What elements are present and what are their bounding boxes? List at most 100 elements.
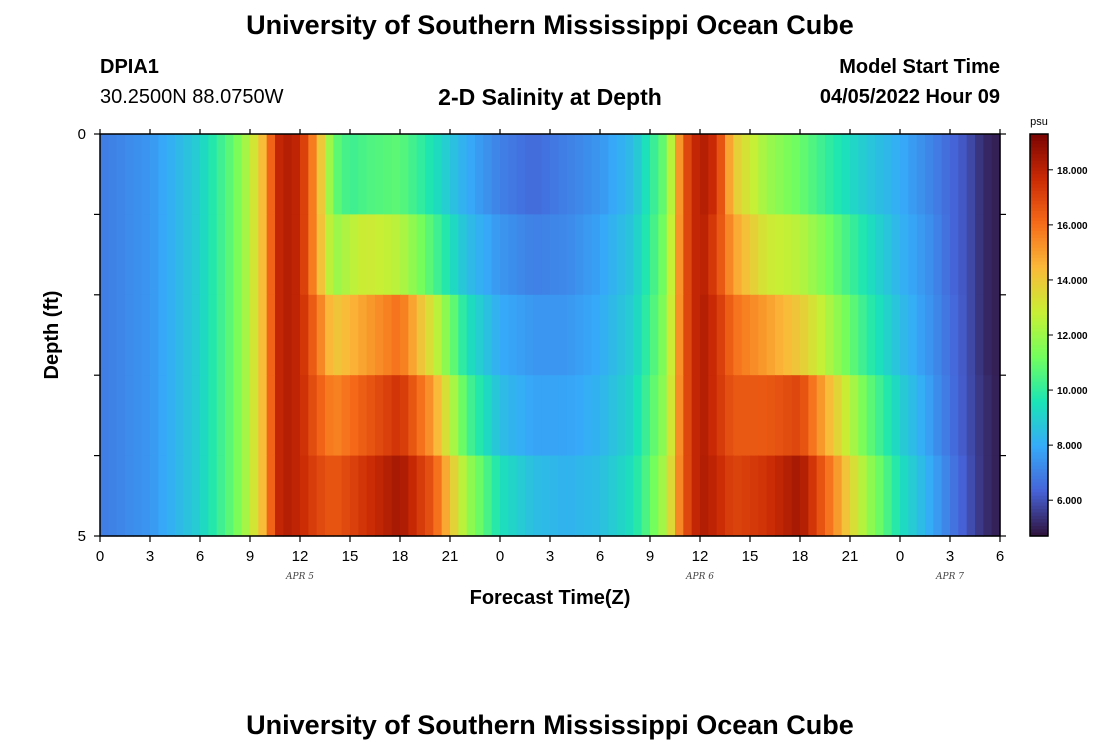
heatmap-cell <box>800 375 809 457</box>
heatmap-cell <box>691 214 701 296</box>
colorbar-segment <box>1030 388 1048 393</box>
heatmap-cell <box>916 134 926 215</box>
heatmap-cell <box>708 134 718 215</box>
colorbar-segment <box>1030 458 1048 463</box>
heatmap-cell <box>866 214 876 296</box>
heatmap-cell <box>166 134 176 215</box>
heatmap-cell <box>125 134 134 215</box>
heatmap-cell <box>466 455 476 537</box>
heatmap-cell <box>275 134 284 215</box>
colorbar-segment <box>1030 201 1048 205</box>
colorbar-unit: psu <box>1030 116 1048 128</box>
colorbar-segment <box>1030 378 1048 383</box>
heatmap-cell <box>866 134 876 215</box>
heatmap-cell <box>525 375 534 457</box>
colorbar-segment <box>1030 505 1048 510</box>
heatmap-cell <box>475 375 484 457</box>
heatmap-cell <box>700 134 709 215</box>
heatmap-cell <box>233 375 243 457</box>
colorbar-segment <box>1030 284 1048 289</box>
heatmap-cell <box>483 455 493 537</box>
colorbar-segment <box>1030 365 1048 370</box>
heatmap-cell <box>791 455 801 537</box>
heatmap-cell <box>533 455 543 537</box>
heatmap-cell <box>408 294 418 376</box>
heatmap-cell <box>141 455 151 537</box>
heatmap-cell <box>391 455 401 537</box>
heatmap-cell <box>433 294 443 376</box>
heatmap-cell <box>225 455 234 537</box>
heatmap-cell <box>775 294 784 376</box>
heatmap-cell <box>291 294 301 376</box>
heatmap-cell <box>958 375 968 457</box>
heatmap-cell <box>508 134 518 215</box>
heatmap-cell <box>708 214 718 296</box>
model-start-label: Model Start Time <box>839 56 1000 78</box>
heatmap-cell <box>925 134 934 215</box>
heatmap-cell <box>558 214 568 296</box>
heatmap-cell <box>633 455 643 537</box>
colorbar-segment <box>1030 345 1048 349</box>
heatmap-cell <box>216 214 226 296</box>
x-tick-label: 12 <box>292 548 309 565</box>
heatmap-cell <box>991 455 1001 537</box>
heatmap-cell <box>516 375 526 457</box>
heatmap-cell <box>300 455 309 537</box>
colorbar-segment <box>1030 281 1048 286</box>
heatmap-cell <box>875 375 884 457</box>
colorbar-segment <box>1030 251 1048 256</box>
colorbar-segment <box>1030 207 1048 212</box>
heatmap-cell <box>175 375 184 457</box>
heatmap-cell <box>225 134 234 215</box>
heatmap-cell <box>475 214 484 296</box>
colorbar-segment <box>1030 164 1048 169</box>
heatmap-cell <box>508 214 518 296</box>
colorbar-segment <box>1030 442 1048 447</box>
colorbar-segment <box>1030 509 1048 514</box>
heatmap-cell <box>833 294 843 376</box>
heatmap-cell <box>633 134 643 215</box>
heatmap-cell <box>741 455 751 537</box>
heatmap-cell <box>966 294 976 376</box>
heatmap-cell <box>166 375 176 457</box>
heatmap-cell <box>816 294 826 376</box>
heatmap-cell <box>366 455 376 537</box>
x-tick-label: 15 <box>742 548 759 565</box>
heatmap-cell <box>125 375 134 457</box>
heatmap-cell <box>683 455 693 537</box>
heatmap-cell <box>158 214 168 296</box>
heatmap-cell <box>766 134 776 215</box>
heatmap-cell <box>983 455 993 537</box>
heatmap-cell <box>400 214 409 296</box>
heatmap-cell <box>908 375 918 457</box>
heatmap-cell <box>766 455 776 537</box>
heatmap-cell <box>416 134 426 215</box>
heatmap-cell <box>541 294 551 376</box>
heatmap-cell <box>208 134 218 215</box>
colorbar-segment <box>1030 519 1048 524</box>
heatmap-cell <box>733 455 743 537</box>
colorbar-segment <box>1030 402 1048 406</box>
heatmap-cell <box>383 134 393 215</box>
colorbar-segment <box>1030 532 1048 537</box>
heatmap-cell <box>100 294 109 376</box>
heatmap-cell <box>316 375 326 457</box>
heatmap-cell <box>941 455 951 537</box>
heatmap-cell <box>533 294 543 376</box>
heatmap-cell <box>775 214 784 296</box>
heatmap-cell <box>725 455 734 537</box>
heatmap-cell <box>325 375 334 457</box>
heatmap-cell <box>275 455 284 537</box>
heatmap-cell <box>275 214 284 296</box>
colorbar-segment <box>1030 304 1048 309</box>
heatmap-cell <box>216 455 226 537</box>
heatmap-cell <box>266 455 276 537</box>
heatmap-cell <box>858 294 868 376</box>
heatmap-cell <box>133 214 143 296</box>
x-tick-label: 6 <box>996 548 1004 565</box>
heatmap-cell <box>341 214 351 296</box>
heatmap-cell <box>450 455 459 537</box>
heatmap-cell <box>658 294 668 376</box>
heatmap-cell <box>858 134 868 215</box>
heatmap-cell <box>958 134 968 215</box>
